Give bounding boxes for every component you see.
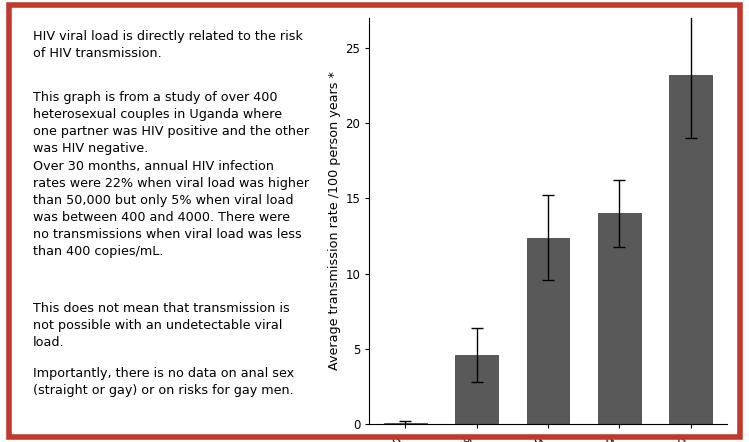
Bar bbox=[527, 237, 569, 424]
Bar bbox=[455, 355, 498, 424]
Bar bbox=[598, 213, 641, 424]
Text: This does not mean that transmission is
not possible with an undetectable viral
: This does not mean that transmission is … bbox=[33, 302, 289, 349]
Text: This graph is from a study of over 400
heterosexual couples in Uganda where
one : This graph is from a study of over 400 h… bbox=[33, 91, 309, 155]
Text: Importantly, there is no data on anal sex
(straight or gay) or on risks for gay : Importantly, there is no data on anal se… bbox=[33, 367, 294, 397]
Y-axis label: Average transmission rate /100 person years *: Average transmission rate /100 person ye… bbox=[328, 72, 342, 370]
Text: Over 30 months, annual HIV infection
rates were 22% when viral load was higher
t: Over 30 months, annual HIV infection rat… bbox=[33, 160, 309, 258]
Text: HIV viral load is directly related to the risk
of HIV transmission.: HIV viral load is directly related to th… bbox=[33, 30, 303, 60]
Bar bbox=[670, 75, 712, 424]
Bar bbox=[383, 423, 427, 424]
